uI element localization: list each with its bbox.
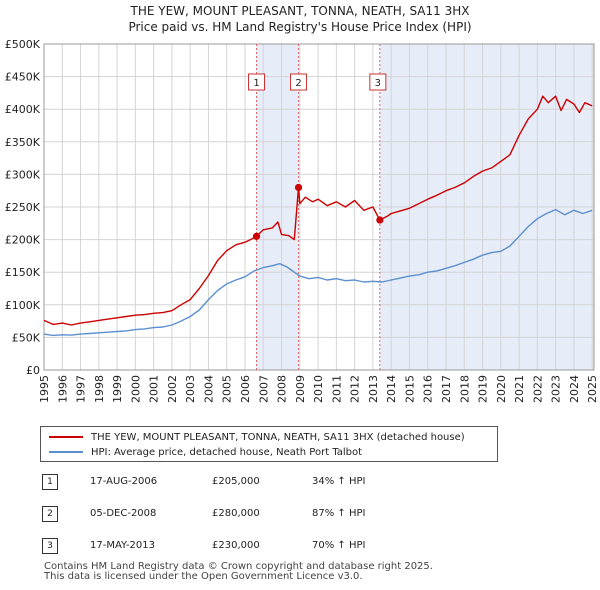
y-tick-label: £0 [26,364,40,377]
sale-date: 05-DEC-2008 [90,508,157,519]
x-tick-label: 2005 [221,375,234,403]
sale-date: 17-MAY-2013 [90,540,156,551]
x-tick-label: 1997 [75,375,88,403]
x-tick-label: 2022 [531,375,544,403]
x-tick-label: 2010 [312,375,325,403]
x-tick-label: 2002 [166,375,179,403]
plot-frame [43,43,595,371]
x-tick-label: 1999 [111,375,124,403]
sale-price: £205,000 [212,476,260,487]
y-tick-label: £100K [5,299,41,312]
y-tick-label: £50K [12,331,41,344]
y-tick-label: £200K [5,234,41,247]
x-tick-label: 2024 [568,375,581,403]
sale-hpi-change: 34% ↑ HPI [312,476,366,487]
legend-label-property: THE YEW, MOUNT PLEASANT, TONNA, NEATH, S… [91,431,465,443]
sale-marker-label: 2 [295,78,301,89]
price-chart: £0 £50K £100K £150K £200K £250K £300K £350K £400… [5,38,599,403]
property-price-line [43,95,593,326]
sale-price: £230,000 [212,540,260,551]
y-tick-label: £250K [5,201,41,214]
y-tick-label: £400K [5,103,41,116]
y-tick-label: £450K [5,71,41,84]
hpi-line [43,208,593,337]
chart-title-line2: Price paid vs. HM Land Registry's House … [128,20,472,34]
sale-marker-box [369,73,387,91]
sale-date: 17-AUG-2006 [90,476,158,487]
x-tick-label: 2001 [148,375,161,403]
sale-number-badge: 3 [42,538,58,554]
sale-point [294,183,303,192]
x-tick-label: 2008 [276,375,289,403]
x-tick-label: 2013 [367,375,380,403]
sale-row: 1 17-AUG-2006 £205,000 34% ↑ HPI [40,474,560,494]
y-tick-label: £150K [5,266,41,279]
sale-marker-box [290,73,308,91]
x-tick-label: 2012 [349,375,362,403]
x-tick-label: 1998 [93,375,106,403]
x-tick-label: 2003 [184,375,197,403]
x-tick-label: 2011 [330,375,343,403]
sale-marker-box [248,73,266,91]
legend-swatch-property [49,436,83,438]
chart-title-line1: THE YEW, MOUNT PLEASANT, TONNA, NEATH, S… [130,4,470,18]
x-tick-label: 2016 [422,375,435,403]
legend-entry-property: THE YEW, MOUNT PLEASANT, TONNA, NEATH, S… [49,430,465,444]
sale-marker-label: 1 [253,78,259,89]
x-tick-label: 2006 [239,375,252,403]
legend-swatch-hpi [49,451,83,453]
x-tick-label: 2018 [458,375,471,403]
x-tick-label: 2019 [477,375,490,403]
x-tick-label: 2021 [513,375,526,403]
sale-number-badge: 1 [42,474,58,490]
y-tick-label: £500K [5,38,41,51]
sale-price: £280,000 [212,508,260,519]
y-tick-label: £350K [5,136,41,149]
x-tick-label: 2020 [495,375,508,403]
footer-attribution: Contains HM Land Registry data © Crown c… [44,562,433,582]
sale-point [376,216,384,224]
x-tick-label: 1995 [38,375,51,403]
x-tick-label: 2004 [202,375,215,403]
x-tick-label: 2015 [403,375,416,403]
sale-hpi-change: 70% ↑ HPI [312,540,366,551]
y-tick-label: £300K [5,168,41,181]
sale-row: 3 17-MAY-2013 £230,000 70% ↑ HPI [40,538,560,558]
x-tick-label: 2023 [550,375,563,403]
sale-point [252,232,261,240]
x-tick-label: 2017 [440,375,453,403]
x-tick-label: 2009 [294,375,307,403]
sale-hpi-change: 87% ↑ HPI [312,508,366,519]
chart-title: THE YEW, MOUNT PLEASANT, TONNA, NEATH, S… [0,3,600,35]
x-tick-label: 2014 [385,375,398,403]
footer-line1: Contains HM Land Registry data © Crown c… [44,561,433,572]
x-tick-label: 1996 [56,375,69,403]
x-tick-label: 2000 [129,375,142,403]
x-tick-label: 2025 [586,375,599,403]
sale-marker-label: 3 [375,78,381,89]
legend-label-hpi: HPI: Average price, detached house, Neat… [91,446,363,458]
legend-entry-hpi: HPI: Average price, detached house, Neat… [49,445,362,459]
sale-row: 2 05-DEC-2008 £280,000 87% ↑ HPI [40,506,560,526]
chart-legend: THE YEW, MOUNT PLEASANT, TONNA, NEATH, S… [40,426,498,462]
footer-line2: This data is licensed under the Open Gov… [44,571,363,582]
x-tick-label: 2007 [257,375,270,403]
sale-number-badge: 2 [42,506,58,522]
